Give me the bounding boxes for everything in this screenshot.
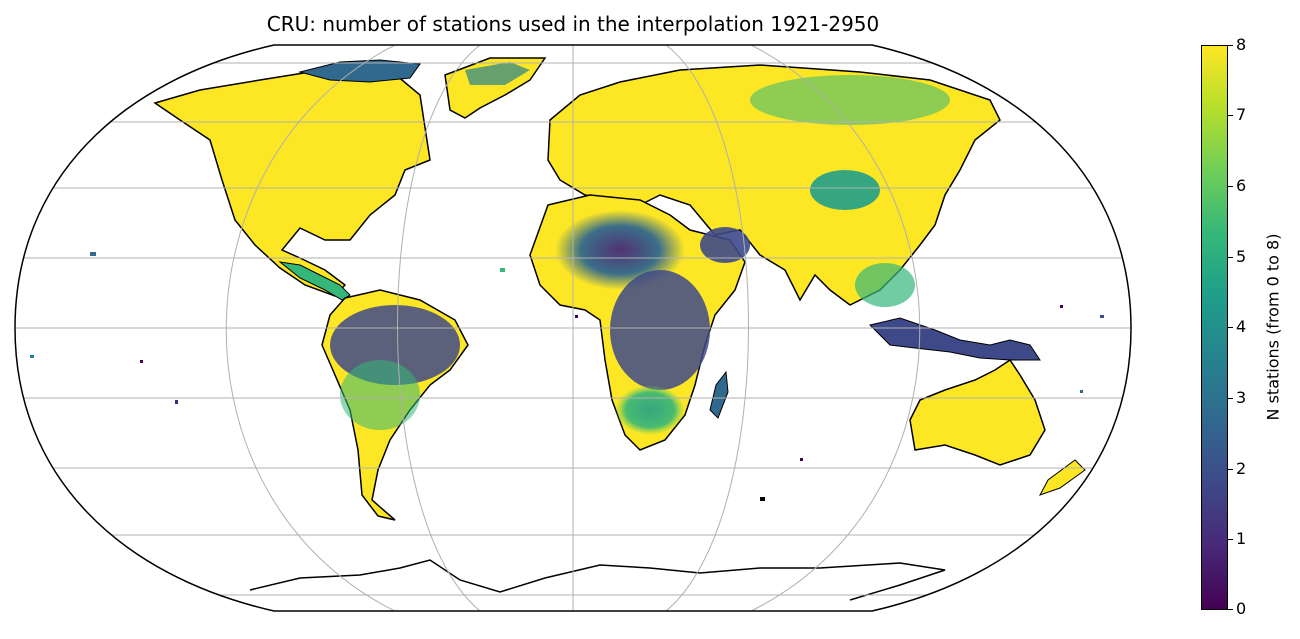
colorbar-tickmark [1228,186,1233,187]
arabia-low-density [700,227,750,263]
colorbar-tick-8: 8 [1236,35,1247,54]
colorbar-tick-1: 1 [1236,529,1247,548]
island-pixels [30,252,1104,501]
sahara-low-density [555,210,685,290]
siberia-green [750,75,950,125]
southern-africa-green [615,385,685,435]
colorbar-tickmark [1228,539,1233,540]
north-america [153,63,431,297]
colorbar-tick-2: 2 [1236,459,1247,478]
se-asia-green [855,263,915,307]
colorbar [1201,45,1228,610]
colorbar-tickmark [1228,257,1233,258]
colorbar-tick-3: 3 [1236,388,1247,407]
map-title: CRU: number of stations used in the inte… [266,12,880,36]
colorbar-tickmark [1228,45,1233,46]
colorbar-label: N stations (from 0 to 8) [1263,233,1283,421]
colorbar-tickmark [1228,469,1233,470]
colorbar-tick-5: 5 [1236,247,1247,266]
colorbar-tickmark [1228,115,1233,116]
south-america-green [340,360,420,430]
colorbar-tick-4: 4 [1236,317,1247,336]
colorbar-tickmark [1228,609,1233,610]
indonesia [869,317,1041,361]
greenland-interior [465,62,530,85]
colorbar-tickmark [1228,398,1233,399]
arctic-islands [298,59,421,83]
tibet-low-density [810,170,880,210]
central-america [278,261,351,301]
colorbar-tickmark [1228,327,1233,328]
colorbar-tick-6: 6 [1236,176,1247,195]
antarctica [249,559,946,601]
map-border [14,44,1132,612]
colorbar-tick-0: 0 [1236,599,1247,618]
madagascar [709,370,729,419]
map-body [15,45,1131,611]
colorbar-tick-7: 7 [1236,105,1247,124]
australia [909,358,1046,466]
central-africa-low-density [610,270,710,390]
world-map [14,44,1132,612]
